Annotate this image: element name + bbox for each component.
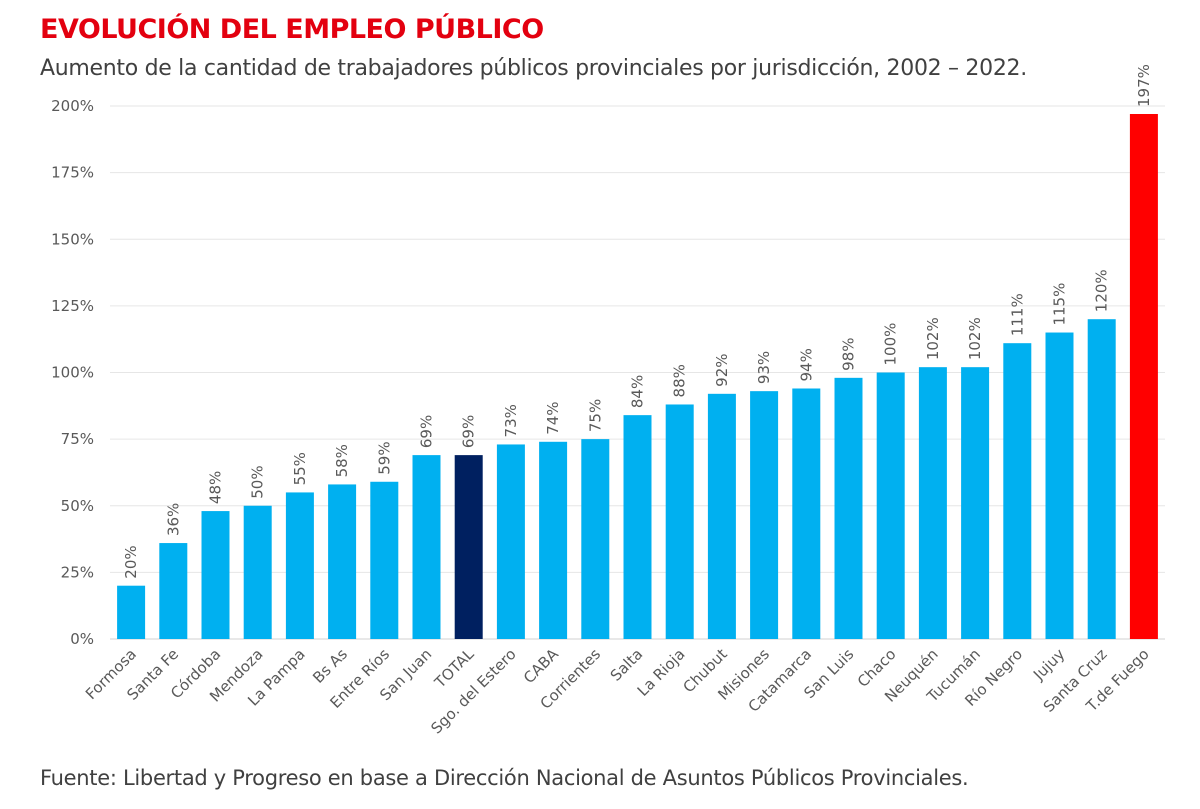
data-label: 74% xyxy=(544,401,562,434)
bar xyxy=(1087,319,1116,639)
data-label: 115% xyxy=(1051,283,1069,326)
bar xyxy=(201,511,230,639)
bar xyxy=(412,455,441,639)
data-label: 93% xyxy=(755,351,773,384)
data-label: 111% xyxy=(1008,293,1026,336)
bar xyxy=(539,441,568,639)
bar xyxy=(665,404,694,639)
data-label: 94% xyxy=(797,348,815,381)
data-label: 50% xyxy=(249,465,267,498)
chart-title: EVOLUCIÓN DEL EMPLEO PÚBLICO xyxy=(40,14,544,45)
bar xyxy=(834,377,863,639)
bar xyxy=(159,543,188,639)
data-label: 84% xyxy=(629,375,647,408)
x-tick-label: Jujuy xyxy=(1029,645,1068,684)
bar xyxy=(792,388,821,639)
bar xyxy=(370,481,399,639)
data-label: 20% xyxy=(122,545,140,578)
data-label: 102% xyxy=(966,317,984,360)
chart-subtitle: Aumento de la cantidad de trabajadores p… xyxy=(40,56,1027,81)
data-label: 36% xyxy=(164,503,182,536)
bar xyxy=(328,484,357,639)
y-tick-label: 200% xyxy=(51,97,94,115)
bar xyxy=(1003,343,1032,639)
bar xyxy=(496,444,525,639)
bar xyxy=(581,439,610,639)
data-label: 73% xyxy=(502,404,520,437)
y-tick-label: 150% xyxy=(51,230,94,248)
data-label: 59% xyxy=(375,441,393,474)
x-tick-label: Salta xyxy=(607,645,647,685)
y-tick-label: 25% xyxy=(61,563,94,581)
bar xyxy=(243,505,272,639)
data-label: 69% xyxy=(460,415,478,448)
data-label: 102% xyxy=(924,317,942,360)
y-tick-label: 50% xyxy=(61,497,94,515)
y-tick-label: 175% xyxy=(51,164,94,182)
bar xyxy=(285,492,314,639)
bar xyxy=(707,393,736,639)
data-label: 48% xyxy=(207,471,225,504)
data-label: 75% xyxy=(586,399,604,432)
y-tick-label: 125% xyxy=(51,297,94,315)
data-label: 120% xyxy=(1093,269,1111,312)
y-tick-label: 75% xyxy=(61,430,94,448)
bar xyxy=(1045,332,1074,639)
bar xyxy=(961,367,990,639)
bar xyxy=(1129,113,1158,640)
data-label: 98% xyxy=(840,337,858,370)
bar xyxy=(876,372,905,639)
bar xyxy=(117,585,146,639)
data-label: 58% xyxy=(333,444,351,477)
data-label: 88% xyxy=(671,364,689,397)
data-label: 55% xyxy=(291,452,309,485)
y-tick-label: 0% xyxy=(70,630,94,648)
bar xyxy=(454,455,483,639)
data-label: 92% xyxy=(713,353,731,386)
data-label: 100% xyxy=(882,323,900,366)
y-tick-label: 100% xyxy=(51,364,94,382)
x-tick-label: La Rioja xyxy=(634,645,689,700)
data-label: 69% xyxy=(418,415,436,448)
data-label: 197% xyxy=(1135,64,1153,107)
bar xyxy=(750,391,779,639)
bar xyxy=(918,367,947,639)
bar xyxy=(623,415,652,639)
chart-source: Fuente: Libertad y Progreso en base a Di… xyxy=(40,766,969,790)
